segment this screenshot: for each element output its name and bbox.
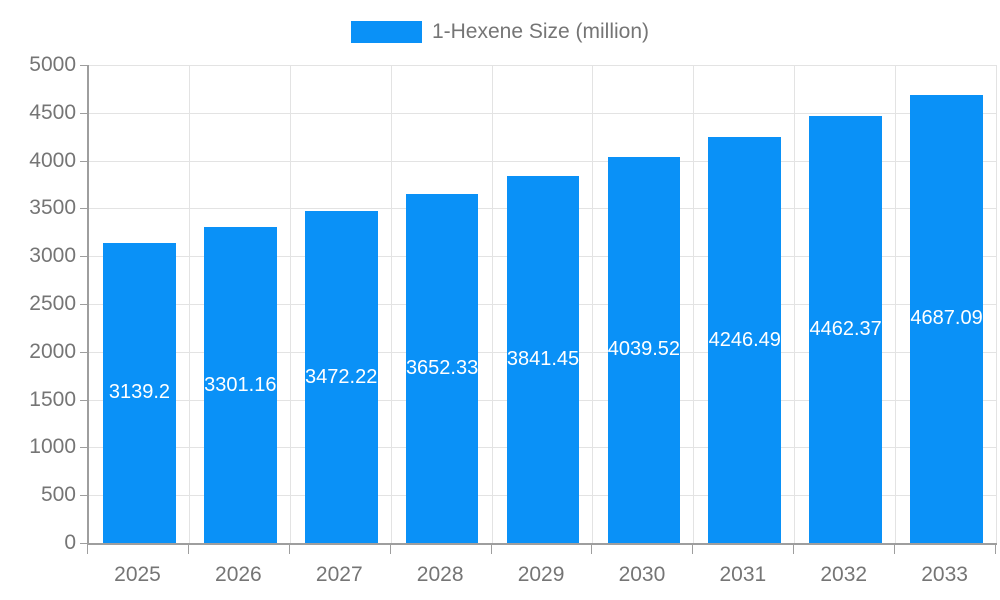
y-axis-tick-mark xyxy=(80,543,87,544)
x-axis-tick-label: 2027 xyxy=(315,563,363,586)
bar-2033[interactable]: 4687.09 xyxy=(910,94,983,543)
y-axis-tick-mark xyxy=(80,304,87,305)
y-axis-tick-label: 500 xyxy=(40,483,76,507)
legend-item[interactable]: 1-Hexene Size (million) xyxy=(0,20,1000,44)
x-axis-tick-mark xyxy=(490,545,492,554)
bar-2025[interactable]: 3139.2 xyxy=(103,242,176,543)
x-axis-tick-mark xyxy=(793,545,795,554)
gridline-horizontal xyxy=(89,112,997,114)
bar-value-label: 4246.49 xyxy=(708,328,781,351)
y-axis-tick-label: 1000 xyxy=(29,435,76,459)
y-axis-tick-label: 4500 xyxy=(29,100,76,124)
gridline-vertical xyxy=(693,65,695,543)
x-axis-tick-label: 2031 xyxy=(719,563,767,586)
bar-value-label: 3841.45 xyxy=(506,347,580,370)
y-axis-tick-label: 1500 xyxy=(29,387,76,411)
plot-area: 3139.2 3301.16 3472.22 3652.33 3841.45 4039.5… xyxy=(87,65,997,545)
x-axis-tick-label: 2028 xyxy=(416,563,464,586)
legend-label: 1-Hexene Size (million) xyxy=(431,20,650,43)
bar-2029[interactable]: 3841.45 xyxy=(506,175,580,543)
y-axis-tick-label: 3500 xyxy=(29,196,76,220)
gridline-vertical xyxy=(996,65,997,543)
x-axis-tick-label: 2026 xyxy=(215,563,262,586)
y-axis-tick-mark xyxy=(80,160,87,162)
bar-value-label: 4039.52 xyxy=(607,338,681,361)
y-axis-tick-mark xyxy=(80,399,87,401)
x-axis-tick-mark xyxy=(187,545,189,554)
bar-2031[interactable]: 4246.49 xyxy=(708,137,782,543)
x-axis-tick-label: 2032 xyxy=(820,563,868,586)
gridline-vertical xyxy=(794,65,796,543)
x-axis-tick-mark xyxy=(591,545,593,554)
y-axis-tick-mark xyxy=(80,208,87,210)
gridline-vertical xyxy=(895,65,897,543)
x-axis-tick-mark xyxy=(87,545,88,554)
y-axis-tick-mark xyxy=(80,256,87,258)
x-axis-tick-label: 2029 xyxy=(517,563,565,586)
y-axis-tick-mark xyxy=(80,351,87,353)
bar-value-label: 3652.33 xyxy=(405,356,479,379)
bar-value-label: 3301.16 xyxy=(204,373,277,396)
bar-value-label: 3472.22 xyxy=(305,365,378,388)
x-axis-tick-mark xyxy=(894,545,896,554)
y-axis-tick-label: 0 xyxy=(64,531,76,554)
gridline-vertical xyxy=(491,65,493,543)
x-axis-tick-label: 2033 xyxy=(921,563,968,586)
gridline-vertical xyxy=(188,65,190,543)
gridline-vertical xyxy=(289,65,291,543)
bar-value-label: 4462.37 xyxy=(809,318,882,341)
gridline-horizontal xyxy=(89,65,997,66)
x-axis-tick-mark xyxy=(288,545,290,554)
y-axis-tick-label: 4000 xyxy=(29,148,76,172)
x-axis-tick-mark xyxy=(389,545,391,554)
bar-value-label: 3139.2 xyxy=(108,381,170,404)
gridline-vertical xyxy=(390,65,392,543)
bar-2026[interactable]: 3301.16 xyxy=(204,227,277,543)
legend-swatch xyxy=(350,21,422,43)
y-axis-tick-label: 2500 xyxy=(29,292,76,315)
y-axis-tick-mark xyxy=(80,495,87,497)
bar-2032[interactable]: 4462.37 xyxy=(809,116,882,543)
x-axis-tick-label: 2025 xyxy=(114,563,161,586)
y-axis-tick-mark xyxy=(80,112,87,114)
y-axis-tick-label: 2000 xyxy=(29,339,76,363)
y-axis-tick-mark xyxy=(80,447,87,449)
bar-value-label: 4687.09 xyxy=(910,307,983,330)
x-axis-tick-label: 2030 xyxy=(618,563,666,586)
x-axis-tick-mark xyxy=(692,545,694,554)
gridline-vertical xyxy=(592,65,594,543)
y-axis-tick-label: 5000 xyxy=(29,53,76,76)
bar-2028[interactable]: 3652.33 xyxy=(405,193,479,543)
x-axis-tick-mark xyxy=(995,545,996,554)
bar-2030[interactable]: 4039.52 xyxy=(607,156,681,543)
bar-2027[interactable]: 3472.22 xyxy=(304,211,378,543)
gridline-horizontal xyxy=(89,160,997,162)
y-axis-tick-mark xyxy=(80,65,87,66)
y-axis-tick-label: 3000 xyxy=(29,244,76,268)
